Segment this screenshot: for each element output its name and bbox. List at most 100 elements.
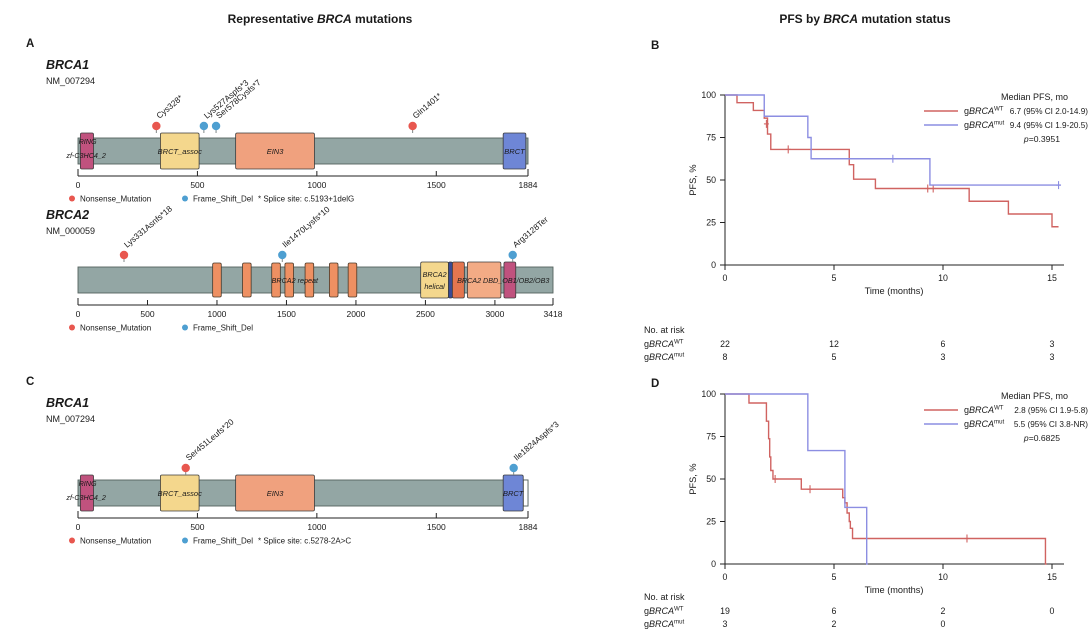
brc-repeat-box [347,262,358,298]
km-legend: Median PFS, mo gBRCAWT 6.7 (95% CI 2.0-14.… [924,92,1088,144]
panel-label-c: C [26,376,35,388]
gene-name: BRCA1 [46,396,90,410]
x-tick-label: 10 [938,572,948,582]
x-tick-label: 5 [832,273,837,283]
right-title-pre: PFS by [779,12,824,26]
brc-repeat-box [328,262,339,298]
km-curve-wt [725,393,1047,565]
y-tick-label: 0 [711,260,716,270]
gene-header-brca1-c: BRCA1 NM_007294 [46,396,95,424]
x-tick-label: 5 [832,572,837,582]
legend-dot-frameshift [182,324,188,331]
legend-label: Nonsense_Mutation [80,324,151,333]
risk-count: 12 [829,339,839,349]
risk-table: No. at risk gBRCAWT 19 6 2 0 gBRCAmut 3 2 0 [644,592,1055,629]
risk-count: 3 [723,619,728,629]
risk-table-title: No. at risk [644,325,685,335]
axis-tick-label: 2500 [416,309,435,319]
axis-tick-label: 500 [190,180,204,190]
axis-tick-label: 1000 [307,180,326,190]
domain-box [79,132,94,170]
series-label: gBRCAmut [644,352,685,363]
km-legend: Median PFS, mo gBRCAWT 2.8 (95% CI 1.9-5.8… [924,391,1088,443]
protein-axis: 0 500 1000 1500 1884 [76,169,538,190]
mutation-label: Arg3128Ter [511,214,550,249]
domain-label: BRCT [504,147,526,156]
series-label: gBRCAmut [964,419,1005,430]
median-value: 2.8 (95% CI 1.9-5.8) [1014,406,1088,415]
legend-dot-nonsense [69,195,75,202]
panel-label-b: B [651,40,660,52]
mutation-legend: Nonsense_Mutation Frame_Shift_Del [69,324,253,333]
domain-box [160,132,200,170]
legend-header: Median PFS, mo [1001,391,1068,401]
series-label: gBRCAWT [644,339,684,350]
domain-label: EIN3 [267,489,285,498]
splice-site-note: * Splice site: c.5193+1delG [258,195,354,204]
risk-count: 6 [941,339,946,349]
x-axis-label: Time (months) [865,585,924,595]
domain-box [160,474,200,512]
brc-repeat-box [304,262,315,298]
series-label: gBRCAmut [644,619,685,630]
axis-tick-label: 0 [76,309,81,319]
axis-tick-label: 1884 [519,180,538,190]
y-tick-label: 75 [706,432,716,442]
bar-overlay-label: RING [79,479,97,488]
risk-count: 3 [1050,339,1055,349]
legend-dot-nonsense [69,324,75,331]
legend-label: Nonsense_Mutation [80,537,151,546]
legend-dot-frameshift [182,195,188,202]
gene-header-brca2: BRCA2 NM_000059 [46,208,95,236]
km-plot-b: 0 25 50 75 100 PFS, % 0 5 10 15 Time (months) Media… [644,90,1088,363]
axis-tick-label: 1000 [208,309,227,319]
left-title-post: mutations [351,12,413,26]
domain-label: BRCA2 [423,270,447,279]
legend-label: Frame_Shift_Del [193,195,253,204]
legend-label: Frame_Shift_Del [193,324,253,333]
right-figure-title: PFS by BRCA mutation status [640,12,1090,26]
brc-repeat-box [284,262,294,298]
legend-label: Frame_Shift_Del [193,537,253,546]
x-tick-label: 0 [723,273,728,283]
gene-transcript: NM_007294 [46,76,96,86]
risk-count: 2 [941,606,946,616]
y-axis-label: PFS, % [688,463,698,494]
y-tick-label: 25 [706,218,716,228]
axis-tick-label: 1500 [277,309,296,319]
right-title-gene: BRCA [823,12,858,26]
gene-transcript: NM_007294 [46,414,96,424]
km-curve-wt [725,94,1059,228]
left-title-pre: Representative [227,12,318,26]
domain-box [451,261,465,299]
gene-name: BRCA2 [46,208,90,222]
series-label: gBRCAmut [964,120,1005,131]
axis-tick-label: 1000 [307,522,326,532]
risk-count: 8 [723,352,728,362]
risk-count: 0 [1050,606,1055,616]
domain-box [466,261,502,299]
mutation-marker-nonsense [152,121,161,131]
y-tick-label: 100 [701,389,716,399]
series-label: gBRCAWT [644,606,684,617]
risk-count: 3 [1050,352,1055,362]
mutation-marker-nonsense [408,121,417,131]
mutation-marker-frameshift [278,250,287,260]
mutation-marker-nonsense [181,463,190,473]
p-value: p=0.3951 [1023,134,1060,144]
mutation-marker-frameshift [509,463,518,473]
mutation-legend: Nonsense_Mutation Frame_Shift_Del * Splice… [69,195,354,204]
axis-tick-label: 500 [190,522,204,532]
axis-tick-label: 1500 [427,180,446,190]
axis-tick-label: 3000 [485,309,504,319]
mutation-label: Cys328* [154,92,185,120]
domain-label: BRCT_assoc [158,147,202,156]
risk-count: 6 [832,606,837,616]
mutation-marker-nonsense [119,250,129,260]
brca1-lollipop-plot-c: BRCT_assoc EIN3 BRCT RING zf-C3HC4_2 Ser451Le… [65,418,561,546]
domain-box [235,474,315,512]
legend-dot-nonsense [69,537,75,544]
panel-label-d: D [651,378,660,390]
brc-repeat-box [271,262,281,298]
